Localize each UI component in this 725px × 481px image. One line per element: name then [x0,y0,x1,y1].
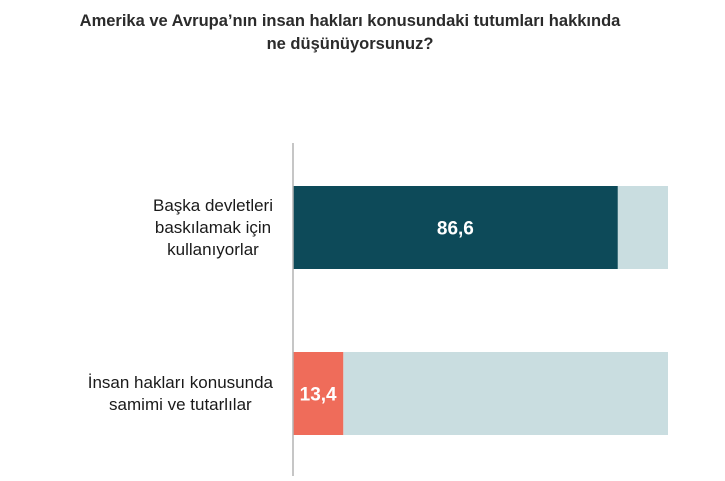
category-label-2-line-2: samimi ve tutarlılar [109,394,252,414]
category-label-2: İnsan hakları konusunda samimi ve tutarlı… [88,352,273,435]
chart-title-line-2: ne düşünüyorsunuz? [266,35,434,53]
bar-2 [293,352,344,435]
data-label-2: 13,4 [300,385,337,406]
bar-remainder-2 [343,352,668,435]
chart-title: Amerika ve Avrupa’nın insan hakları konu… [20,10,680,56]
category-label-1-line-2: baskılamak için [154,217,272,237]
bar-1 [293,186,618,269]
data-label-1: 86,6 [437,219,474,240]
category-label-1-line-3: kullanıyorlar [167,239,259,259]
chart-title-line-1: Amerika ve Avrupa’nın insan hakları konu… [79,12,621,30]
category-label-2-line-1: İnsan hakları konusunda [87,372,273,392]
category-label-1: Başka devletleri baskılamak için kullanıyo… [153,186,273,269]
category-label-1-line-1: Başka devletleri [152,195,273,215]
bar-remainder-1 [617,186,668,269]
